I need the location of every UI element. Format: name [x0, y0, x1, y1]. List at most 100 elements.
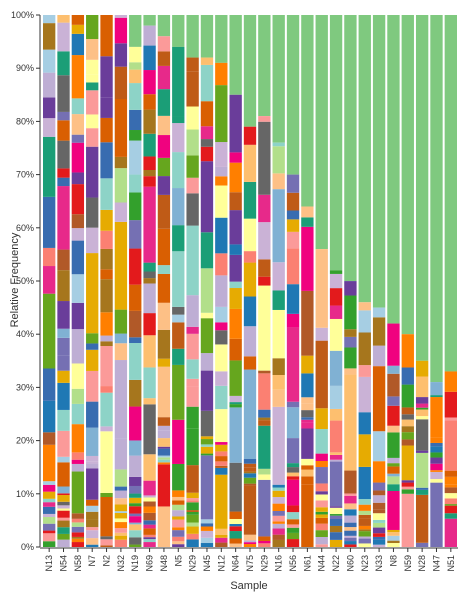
bar-segment: [416, 377, 428, 398]
bar-segment: [86, 468, 98, 499]
bar-N8-24: [387, 15, 399, 547]
bar-segment: [301, 217, 313, 226]
bar-segment: [158, 417, 170, 426]
bar-segment: [373, 503, 385, 510]
bar-segment: [344, 347, 356, 368]
bar-segment: [330, 386, 342, 409]
bar-segment: [445, 420, 457, 470]
bar-segment: [387, 541, 399, 543]
bar-segment: [273, 310, 285, 358]
bar-segment: [201, 439, 213, 444]
bar-segment: [158, 444, 170, 447]
bar-N32-5: [115, 15, 127, 547]
bar-segment: [57, 23, 69, 52]
bar-segment: [287, 314, 299, 328]
bar-segment: [387, 15, 399, 324]
bar-segment: [201, 147, 213, 161]
bar-segment: [301, 429, 313, 459]
bar-segment: [273, 524, 285, 529]
bar-segment: [115, 360, 127, 439]
bar-segment: [402, 426, 414, 432]
bar-segment: [186, 107, 198, 130]
bar-segment: [229, 524, 241, 526]
bar-segment: [86, 15, 98, 39]
bar-segment: [215, 85, 227, 142]
bar-segment: [201, 101, 213, 126]
bar-segment: [273, 173, 285, 189]
x-tick-label: N33: [374, 555, 384, 572]
bar-segment: [201, 411, 213, 436]
bar-segment: [373, 490, 385, 495]
bar-segment: [158, 265, 170, 274]
bar-segment: [430, 437, 442, 443]
bar-segment: [359, 365, 371, 377]
bar-N48-8: [158, 15, 170, 547]
bar-segment: [258, 410, 270, 418]
bar-segment: [72, 114, 84, 135]
bar-segment: [445, 498, 457, 504]
bar-segment: [215, 535, 227, 538]
bar-segment: [143, 501, 155, 506]
bar-segment: [158, 464, 170, 506]
bar-N29-10: [186, 15, 198, 547]
bar-segment: [72, 228, 84, 240]
bar-segment: [344, 375, 356, 471]
bar-segment: [43, 502, 55, 507]
bar-segment: [359, 15, 371, 302]
bar-segment: [72, 34, 84, 55]
bar-segment: [330, 462, 342, 507]
bar-segment: [143, 525, 155, 529]
bar-segment: [273, 143, 285, 147]
bar-segment: [172, 505, 184, 510]
bar-segment: [72, 143, 84, 173]
bar-segment: [172, 490, 184, 497]
bar-segment: [287, 480, 299, 506]
bar-segment: [359, 511, 371, 515]
bar-segment: [344, 536, 356, 538]
bar-segment: [115, 343, 127, 360]
bar-segment: [287, 524, 299, 527]
bar-segment: [172, 420, 184, 464]
bar-segment: [330, 306, 342, 319]
bar-segment: [430, 479, 442, 483]
bar-segment: [186, 155, 198, 177]
bar-segment: [416, 410, 428, 417]
bar-segment: [258, 541, 270, 543]
x-tick-label: N23: [360, 555, 370, 572]
bar-segment: [229, 152, 241, 162]
bar-segment: [387, 324, 399, 366]
bar-segment: [373, 545, 385, 547]
bar-segment: [273, 146, 285, 173]
bar-segment: [402, 489, 414, 493]
bar-segment: [86, 538, 98, 545]
bar-segment: [158, 447, 170, 449]
bar-segment: [43, 531, 55, 534]
bar-segment: [158, 116, 170, 135]
bar-segment: [330, 288, 342, 305]
bar-segment: [172, 464, 184, 490]
bar-segment: [72, 522, 84, 526]
bar-segment: [215, 307, 227, 322]
x-tick-label: N32: [116, 555, 126, 572]
bar-segment: [43, 98, 55, 119]
bar-N56-17: [287, 15, 299, 547]
bar-segment: [244, 145, 256, 182]
bar-segment: [229, 244, 241, 254]
x-tick-label: N28: [417, 555, 427, 572]
bar-segment: [158, 274, 170, 303]
bar-segment: [344, 493, 356, 495]
bar-segment: [201, 538, 213, 543]
bar-segment: [416, 419, 428, 450]
bar-segment: [258, 259, 270, 276]
bar-segment: [359, 434, 371, 467]
bar-segment: [72, 363, 84, 388]
bar-segment: [258, 15, 270, 116]
bar-segment: [301, 356, 313, 374]
bar-segment: [330, 526, 342, 532]
bar-segment: [229, 309, 241, 339]
bar-segment: [359, 536, 371, 538]
bar-segment: [72, 303, 84, 329]
bar-segment: [86, 39, 98, 60]
bar-segment: [273, 290, 285, 309]
bar-segment: [115, 168, 127, 202]
